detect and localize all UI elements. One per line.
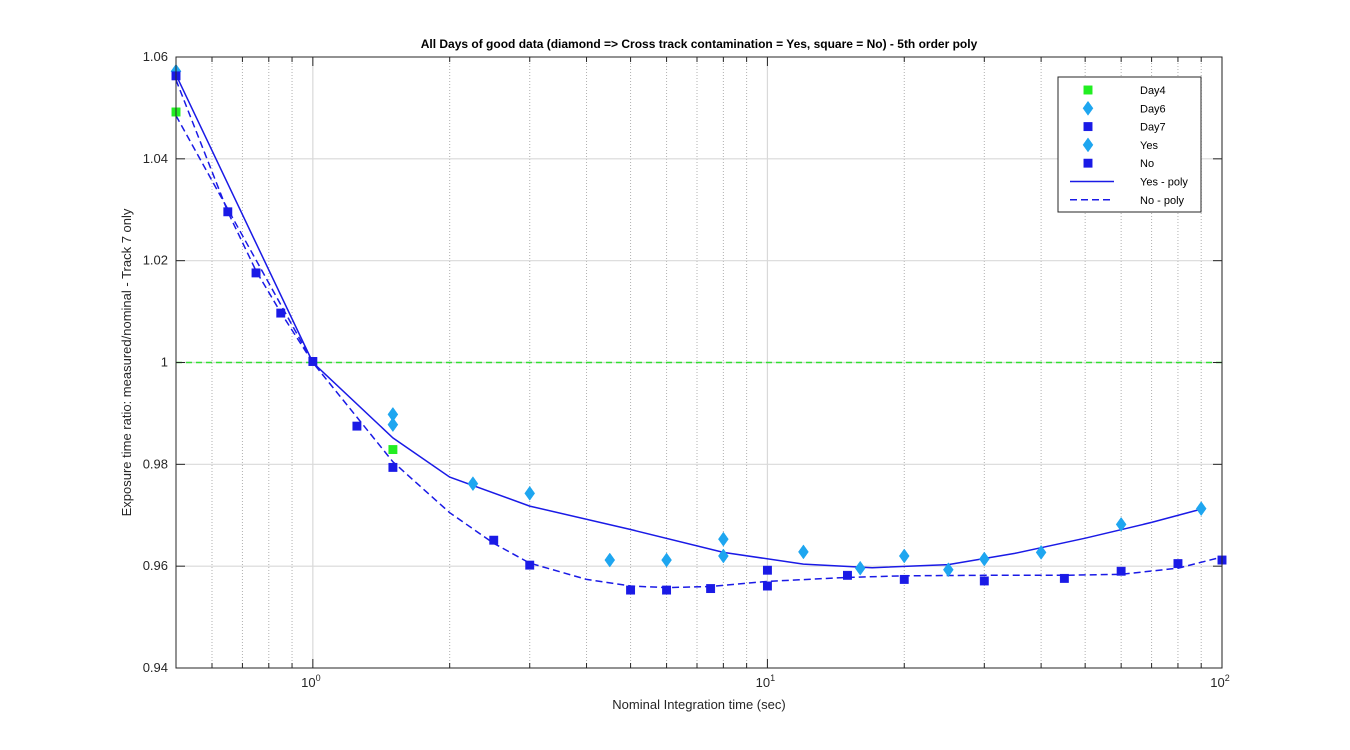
data-point-day7: [1116, 566, 1126, 576]
legend-entry: No: [1083, 158, 1154, 170]
data-point-day6: [979, 551, 990, 567]
axis-ticks: [175, 56, 1223, 669]
x-tick-label: 102: [1210, 673, 1229, 690]
data-point-day7: [979, 576, 989, 586]
data-markers: [170, 63, 1227, 595]
data-point-day6: [1195, 501, 1207, 517]
data-point-day7: [1173, 559, 1183, 569]
data-point-day7: [223, 207, 233, 217]
data-point-day7: [352, 421, 362, 431]
y-tick-label: 1.04: [143, 151, 168, 166]
data-point-day7: [662, 585, 672, 595]
legend-marker-swatch: [1082, 137, 1094, 153]
legend-entry: Yes: [1082, 137, 1158, 153]
y-axis-label: Exposure time ratio: measured/nominal - …: [119, 208, 134, 516]
legend-label: Yes: [1140, 140, 1158, 152]
legend-label: No: [1140, 158, 1154, 170]
legend-label: No - poly: [1140, 195, 1185, 207]
legend-label: Day4: [1140, 85, 1166, 97]
legend-entry: Day4: [1083, 85, 1166, 97]
data-point-day6: [524, 485, 536, 501]
data-point-day6: [943, 562, 954, 578]
data-point-day6: [604, 552, 616, 568]
legend-label: Day6: [1140, 103, 1166, 115]
data-point-day7: [762, 565, 772, 575]
data-point-day6: [1115, 516, 1127, 532]
legend-entry: Yes - poly: [1070, 177, 1188, 189]
data-point-day6: [718, 548, 729, 564]
data-point-day7: [706, 584, 716, 594]
data-point-day6: [467, 476, 479, 492]
legend-box: [1057, 76, 1202, 213]
data-point-day7: [251, 268, 261, 278]
legend-marker-swatch: [1083, 158, 1093, 168]
data-point-day7: [762, 581, 772, 591]
y-tick-label: 0.98: [143, 456, 168, 471]
x-axis-label: Nominal Integration time (sec): [612, 697, 785, 712]
chart-title: All Days of good data (diamond => Cross …: [421, 37, 978, 51]
y-tick-label: 0.94: [143, 660, 168, 675]
data-point-day7: [308, 357, 318, 366]
data-point-day6: [718, 531, 729, 547]
data-point-day7: [626, 585, 636, 595]
legend-entry: No - poly: [1070, 195, 1185, 207]
data-point-day6: [387, 417, 399, 433]
y-tick-label: 0.96: [143, 558, 168, 573]
fit-line-yes-poly: [175, 74, 1202, 569]
fit-line-no-poly-branch: [175, 79, 314, 363]
data-point-day7: [899, 574, 909, 584]
y-tick-labels: 0.94 0.96 0.98 1 1.02 1.04 1.06: [143, 49, 168, 675]
data-point-day7: [388, 462, 398, 472]
data-point-day6: [798, 544, 809, 560]
x-tick-label: 101: [756, 673, 775, 690]
data-point-day7: [276, 308, 286, 318]
data-point-day7: [843, 570, 852, 580]
legend-label: Yes - poly: [1140, 177, 1188, 189]
data-point-day6: [854, 560, 866, 576]
legend-marker-swatch: [1082, 100, 1094, 116]
data-point-day6: [661, 552, 672, 568]
fit-line-no-poly: [175, 115, 1223, 589]
data-point-day7: [1059, 573, 1069, 583]
y-tick-label: 1.06: [143, 49, 168, 64]
data-point-day7: [525, 560, 535, 570]
data-point-day6: [1035, 544, 1047, 560]
legend-entry: Day6: [1082, 100, 1166, 116]
y-tick-label: 1: [161, 355, 168, 370]
data-point-day7: [489, 535, 499, 545]
legend-label: Day7: [1140, 122, 1166, 134]
fit-lines: [175, 74, 1223, 589]
legend-entry: Day7: [1083, 122, 1166, 134]
legend: Day4 Day6 Day7 Yes No Yes - poly No - poly: [1057, 76, 1202, 213]
legend-marker-swatch: [1083, 122, 1093, 132]
data-point-day6: [898, 548, 910, 564]
x-tick-label: 100: [301, 673, 320, 690]
data-point-day4: [388, 445, 398, 455]
y-tick-label: 1.02: [143, 253, 168, 268]
legend-marker-swatch: [1083, 85, 1093, 95]
x-tick-labels: 100 101 102: [301, 673, 1230, 690]
